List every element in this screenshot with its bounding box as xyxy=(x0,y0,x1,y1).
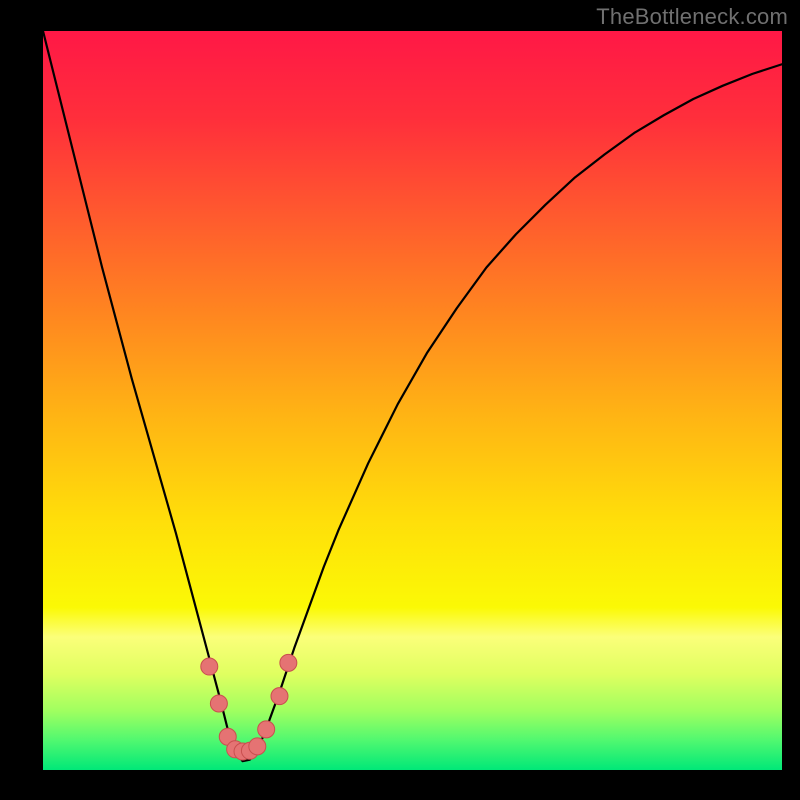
plot-background xyxy=(43,31,782,770)
bottleneck-chart xyxy=(0,0,800,800)
curve-marker xyxy=(210,695,227,712)
chart-container: TheBottleneck.com xyxy=(0,0,800,800)
curve-marker xyxy=(271,688,288,705)
curve-marker xyxy=(249,738,266,755)
curve-marker xyxy=(280,654,297,671)
watermark-text: TheBottleneck.com xyxy=(596,4,788,30)
curve-marker xyxy=(258,721,275,738)
curve-marker xyxy=(201,658,218,675)
